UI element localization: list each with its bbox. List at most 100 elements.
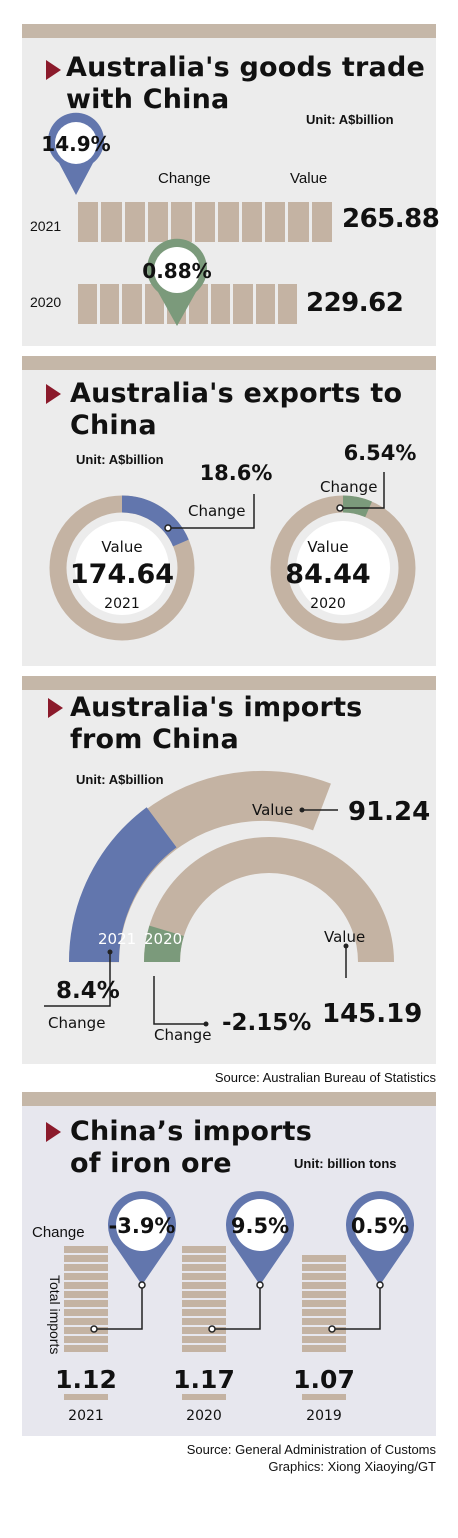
change-label-2019: 0.5% <box>351 1214 409 1238</box>
stack-layer-2021 <box>64 1291 108 1298</box>
panel-title: Australia's exports to China <box>70 378 402 442</box>
title-line-1: Australia's imports <box>70 692 363 723</box>
panel-top-bar <box>22 356 436 370</box>
donut-center-2021 <box>75 521 169 615</box>
change-pin-2021-face <box>55 122 97 164</box>
title-line-1: China’s imports <box>70 1116 313 1147</box>
stack-layer-2021 <box>64 1318 108 1325</box>
stack-layer-2020 <box>182 1327 226 1334</box>
panel-exports: Australia's exports to China Unit: A$bil… <box>22 356 436 666</box>
pin-leader-2020 <box>212 1288 261 1330</box>
title-line-2: with China <box>66 84 230 115</box>
stack-layer-2021 <box>64 1327 108 1334</box>
bar-segment <box>311 202 332 242</box>
value-label-2021: 1.12 <box>55 1365 117 1394</box>
stack-layer-2020 <box>182 1273 226 1280</box>
year-label-2021: 2021 <box>104 596 140 612</box>
unit-label: Unit: A$billion <box>76 452 164 467</box>
year-label-2021: 2021 <box>68 1408 104 1424</box>
change-pins: 14.9% 0.88% <box>41 112 212 326</box>
unit-label: Unit: billion tons <box>294 1156 397 1171</box>
panel-imports: Australia's imports from China Unit: A$b… <box>22 676 436 1064</box>
panel-top-bar <box>22 1092 436 1106</box>
stack-layer-2019 <box>302 1309 346 1316</box>
stack-layer-2021 <box>64 1273 108 1280</box>
change-header-2021: Change <box>48 1014 105 1032</box>
change-label-2021: 8.4% <box>56 978 120 1004</box>
year-label-2020: 2020 <box>30 294 62 310</box>
pin-anchor-2021 <box>138 1281 146 1289</box>
value-label-2021: 91.24 <box>348 797 430 827</box>
bar-segment <box>233 284 253 324</box>
pin-leader-2021 <box>94 1288 143 1330</box>
bar-segment <box>78 202 99 242</box>
stack-layer-2020 <box>182 1345 226 1352</box>
stack-layer-2019 <box>302 1291 346 1298</box>
base-bar-2021 <box>64 1394 108 1400</box>
change-leader-dot-2020 <box>336 504 344 512</box>
year-label-2019: 2019 <box>306 1408 342 1424</box>
stack-layer-2020 <box>182 1255 226 1262</box>
change-label-2020: 0.88% <box>142 259 211 283</box>
stack-anchor-2019 <box>328 1325 336 1333</box>
change-leader-dot-2020 <box>203 1021 209 1027</box>
value-leader-dot-2021 <box>299 807 305 813</box>
stack-layer-2020 <box>182 1318 226 1325</box>
change-leader-2021 <box>44 952 111 1007</box>
title-line-2: China <box>70 410 157 441</box>
donut-change-arc-2020 <box>342 495 372 518</box>
value-label-2020: 145.19 <box>322 999 422 1029</box>
value-label-2020: 1.17 <box>173 1365 235 1394</box>
arc-track-2020 <box>144 837 394 963</box>
bar-segment <box>218 202 239 242</box>
value-header-2021: Value <box>252 801 293 819</box>
panel-goods-trade: Australia's goods trade with China Unit:… <box>22 24 440 346</box>
value-header-2020: Value <box>307 538 348 556</box>
value-label-2021: 174.64 <box>70 559 174 590</box>
bar-segment <box>255 284 275 324</box>
stack-layer-2020 <box>182 1300 226 1307</box>
imports-arcs: 2021 2020 Value 91.24 Value 145.19 8.4% … <box>44 770 430 1044</box>
stack-layer-2019 <box>302 1255 346 1262</box>
stack-anchor-2020 <box>208 1325 216 1333</box>
value-label-2020: 84.44 <box>285 559 370 590</box>
change-header-2020: Change <box>154 1026 211 1044</box>
arc-change-2020 <box>143 925 184 963</box>
bar-segment <box>171 202 192 242</box>
donut-center-2020 <box>296 521 390 615</box>
change-label-2020: 6.54% <box>344 441 417 465</box>
title-line-1: Australia's goods trade <box>66 52 426 83</box>
stack-layer-2019 <box>302 1318 346 1325</box>
donut-change-arc-2021 <box>121 495 189 547</box>
year-label-2020: 2020 <box>144 930 182 948</box>
panel-top-bar <box>22 24 436 38</box>
stack-layer-2019 <box>302 1273 346 1280</box>
year-label-2020: 2020 <box>186 1408 222 1424</box>
change-label-2021: -3.9% <box>109 1214 176 1238</box>
source-graphics: Graphics: Xiong Xiaoying/GT <box>268 1459 436 1474</box>
title-marker-icon <box>46 1122 61 1142</box>
stack-layer-2020 <box>182 1264 226 1271</box>
stack-layer-2019 <box>302 1282 346 1289</box>
stack-layer-2021 <box>64 1246 108 1253</box>
change-pin-face-2021 <box>116 1199 168 1251</box>
stack-layer-2019 <box>302 1300 346 1307</box>
stack-layer-2020 <box>182 1309 226 1316</box>
bar-segment <box>288 202 309 242</box>
stack-layer-2020 <box>182 1246 226 1253</box>
unit-label: Unit: A$billion <box>76 772 164 787</box>
stack-layer-2021 <box>64 1345 108 1352</box>
title-marker-icon <box>46 60 61 80</box>
change-leader-2021 <box>168 494 255 529</box>
year-label-2020: 2020 <box>310 596 346 612</box>
stack-layer-2019 <box>302 1327 346 1334</box>
bar-segment <box>122 284 142 324</box>
change-label-2020: -2.15% <box>222 1010 311 1036</box>
change-label-2021: 18.6% <box>200 461 273 485</box>
bar-segment <box>124 202 146 242</box>
bar-segment <box>78 284 98 324</box>
title-line-1: Australia's exports to <box>70 378 403 409</box>
bar-segment <box>101 202 122 242</box>
change-pin-2020-face <box>154 247 200 293</box>
stack-layer-2021 <box>64 1300 108 1307</box>
